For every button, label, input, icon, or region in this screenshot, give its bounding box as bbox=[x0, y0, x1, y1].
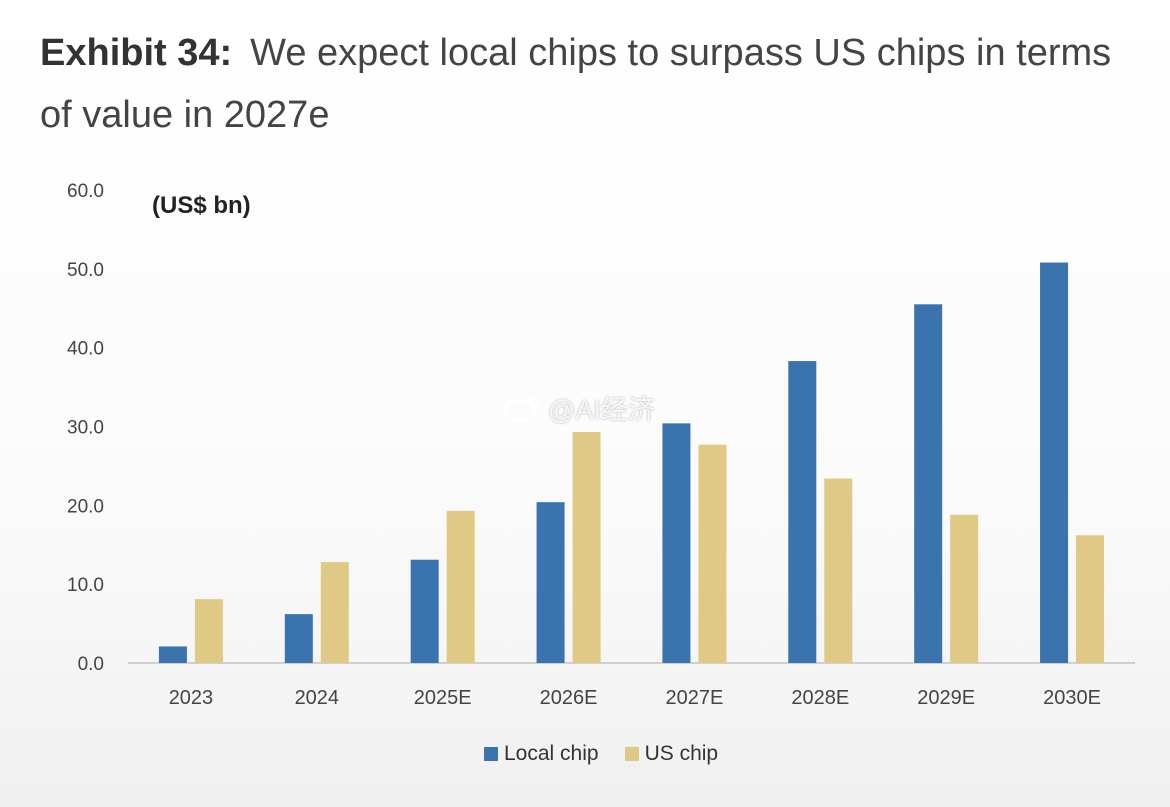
unit-label: (US$ bn) bbox=[152, 192, 251, 219]
x-tick-label: 2027E bbox=[666, 687, 724, 709]
y-tick-label: 50.0 bbox=[67, 260, 104, 281]
bar-local-chip-2028e bbox=[788, 361, 817, 663]
bar-local-chip-2024 bbox=[284, 614, 313, 663]
x-tick-label: 2024 bbox=[295, 687, 340, 709]
y-tick-label: 0.0 bbox=[78, 654, 104, 675]
bar-local-chip-2029e bbox=[914, 304, 943, 663]
bar-us-chip-2027e bbox=[698, 444, 727, 663]
x-tick-label: 2029E bbox=[917, 687, 975, 709]
x-tick-label: 2028E bbox=[791, 687, 849, 709]
bar-local-chip-2027e bbox=[662, 423, 691, 663]
bar-us-chip-2025e bbox=[446, 510, 475, 663]
watermark-text: @AI经济 bbox=[548, 395, 655, 425]
legend-item-us-chip: US chip bbox=[624, 742, 719, 766]
bar-local-chip-2030e bbox=[1040, 262, 1069, 663]
title-text: We expect local chips to surpass US chip… bbox=[40, 32, 1112, 136]
legend-swatch-us-chip bbox=[624, 747, 639, 761]
legend-label-us-chip: US chip bbox=[644, 742, 719, 765]
bar-us-chip-2028e bbox=[824, 478, 853, 663]
x-tick-label: 2025E bbox=[414, 687, 472, 709]
x-tick-label: 2030E bbox=[1043, 687, 1101, 709]
x-tick-label: 2023 bbox=[169, 687, 214, 709]
exhibit-label: Exhibit 34: bbox=[40, 32, 233, 74]
legend-label-local-chip: Local chip bbox=[504, 742, 599, 765]
y-tick-label: 20.0 bbox=[67, 496, 104, 517]
bar-us-chip-2024 bbox=[320, 562, 349, 663]
y-tick-label: 60.0 bbox=[67, 181, 104, 202]
watermark: @AI经济 bbox=[502, 388, 655, 427]
bar-us-chip-2023 bbox=[194, 599, 223, 663]
bar-local-chip-2025e bbox=[410, 559, 439, 663]
bar-us-chip-2029e bbox=[950, 514, 979, 663]
y-tick-label: 40.0 bbox=[67, 339, 104, 360]
bar-us-chip-2030e bbox=[1076, 535, 1105, 663]
y-tick-label: 10.0 bbox=[67, 575, 104, 596]
legend-swatch-local-chip bbox=[484, 747, 498, 761]
x-tick-label: 2026E bbox=[540, 687, 598, 709]
legend-item-local-chip: Local chip bbox=[484, 742, 599, 766]
chart-title: Exhibit 34: We expect local chips to surp… bbox=[40, 22, 1150, 146]
bar-local-chip-2026e bbox=[536, 502, 565, 663]
weibo-icon bbox=[503, 395, 540, 421]
chart-legend: Local chip US chip bbox=[484, 742, 744, 766]
bar-local-chip-2023 bbox=[158, 646, 187, 663]
y-tick-label: 30.0 bbox=[67, 418, 104, 439]
bar-us-chip-2026e bbox=[572, 432, 601, 663]
